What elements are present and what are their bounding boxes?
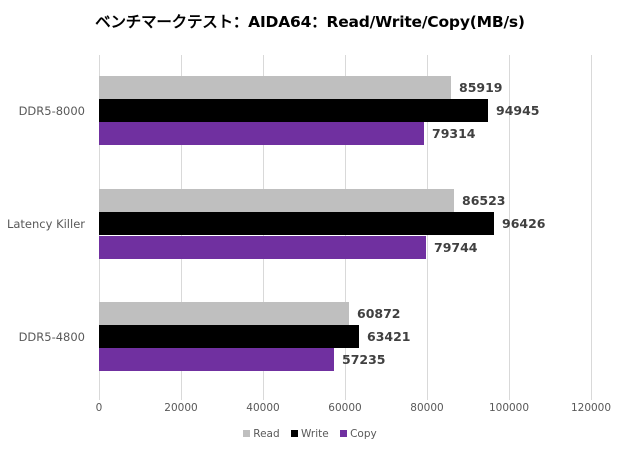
legend-item-copy: Copy xyxy=(340,428,377,440)
bar-write xyxy=(99,212,494,235)
bar-read xyxy=(99,189,454,212)
category-label: DDR5-4800 xyxy=(18,330,85,344)
bar-write xyxy=(99,99,488,122)
data-label: 60872 xyxy=(357,306,401,321)
legend-label: Read xyxy=(253,428,280,440)
x-tick-label: 20000 xyxy=(164,402,198,414)
legend-item-read: Read xyxy=(243,428,280,440)
data-label: 63421 xyxy=(367,329,411,344)
legend-item-write: Write xyxy=(291,428,329,440)
x-tick-label: 0 xyxy=(95,402,103,414)
data-label: 85919 xyxy=(459,80,503,95)
category-label: DDR5-8000 xyxy=(18,104,85,118)
bar-write xyxy=(99,325,359,348)
bar-copy xyxy=(99,348,334,371)
legend-swatch-read xyxy=(243,430,251,437)
data-label: 79314 xyxy=(432,126,476,141)
gridline xyxy=(509,55,510,400)
data-label: 57235 xyxy=(342,352,386,367)
x-tick-label: 60000 xyxy=(328,402,362,414)
data-label: 94945 xyxy=(496,103,540,118)
data-label: 86523 xyxy=(462,193,506,208)
x-tick-label: 80000 xyxy=(410,402,444,414)
legend-swatch-write xyxy=(291,430,298,437)
category-label: Latency Killer xyxy=(6,217,85,231)
data-label: 79744 xyxy=(434,240,478,255)
bar-copy xyxy=(99,236,426,259)
bar-read xyxy=(99,76,451,99)
x-tick-label: 120000 xyxy=(570,402,612,414)
legend-swatch-copy xyxy=(340,430,348,437)
legend-label: Copy xyxy=(350,428,377,440)
bar-read xyxy=(99,302,349,325)
x-tick-label: 100000 xyxy=(488,402,530,414)
legend: Read Write Copy xyxy=(0,428,620,440)
data-label: 96426 xyxy=(502,216,546,231)
x-tick-label: 40000 xyxy=(246,402,280,414)
legend-label: Write xyxy=(301,428,329,440)
chart-title: ベンチマークテスト：AIDA64：Read/Write/Copy(MB/s) xyxy=(95,13,525,31)
gridline xyxy=(591,55,592,400)
bar-copy xyxy=(99,122,424,145)
